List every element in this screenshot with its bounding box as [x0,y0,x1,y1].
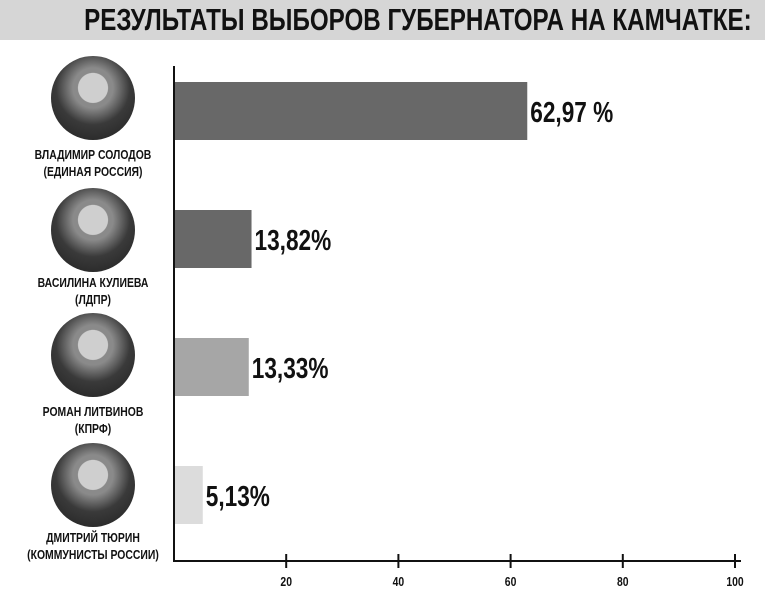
x-tick-label: 60 [505,575,517,589]
candidate-name-3: РОМАН ЛИТВИНОВ (КПРФ) [19,403,168,437]
candidate-name-2: ВАСИЛИНА КУЛИЕВА (ЛДПР) [19,274,168,308]
data-label: 62,97 % [530,95,613,128]
bar [174,466,203,524]
candidate-party: (КОММУНИСТЫ РОССИИ) [27,547,159,562]
candidate-name-1: ВЛАДИМИР СОЛОДОВ (ЕДИНАЯ РОССИЯ) [19,146,168,180]
candidate-party: (ЕДИНАЯ РОССИЯ) [43,164,143,179]
candidate-name: РОМАН ЛИТВИНОВ [42,404,144,419]
candidate-photo-tyurin [51,443,135,527]
candidate-party: (КПРФ) [74,421,112,436]
bar [174,82,528,140]
bar [174,338,249,396]
x-tick-label: 20 [280,575,292,589]
data-label: 5,13% [206,479,270,512]
candidate-party: (ЛДПР) [74,292,112,307]
x-tick-label: 80 [617,575,629,589]
x-tick-label: 100 [726,575,744,589]
candidate-name: ДМИТРИЙ ТЮРИН [46,530,140,545]
candidate-photo-kulieva [51,188,135,272]
candidate-photo-solodov [51,56,135,140]
title-bar: РЕЗУЛЬТАТЫ ВЫБОРОВ ГУБЕРНАТОРА НА КАМЧАТ… [0,0,765,40]
data-label: 13,33% [252,351,329,384]
x-tick-label: 40 [393,575,405,589]
data-label: 13,82% [255,223,332,256]
candidate-name-4: ДМИТРИЙ ТЮРИН (КОММУНИСТЫ РОССИИ) [19,529,168,563]
bar [174,210,252,268]
candidate-photo-litvinov [51,313,135,397]
chart-title: РЕЗУЛЬТАТЫ ВЫБОРОВ ГУБЕРНАТОРА НА КАМЧАТ… [84,2,752,37]
candidate-name: ВАСИЛИНА КУЛИЕВА [37,275,149,290]
candidate-name: ВЛАДИМИР СОЛОДОВ [34,147,152,162]
